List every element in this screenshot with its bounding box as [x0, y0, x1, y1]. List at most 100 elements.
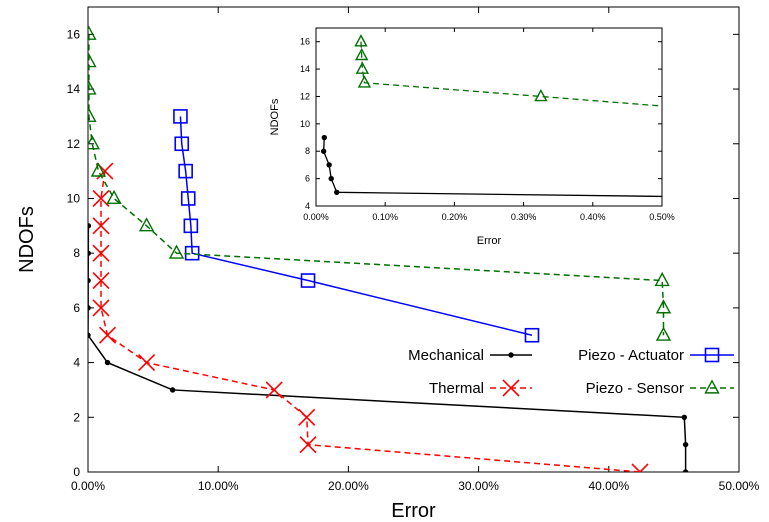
inset-x-axis-title: Error	[477, 235, 502, 247]
inset-y-tick-label: 14	[300, 64, 310, 74]
inset-x-tick-label: 0.00%	[303, 212, 329, 222]
main-point-piezo-actuator	[183, 218, 199, 234]
main-point-mechanical	[88, 305, 91, 311]
main-x-tick-label: 10.00%	[198, 479, 239, 493]
main-point-mechanical	[88, 277, 91, 284]
inset-point-mechanical	[326, 162, 332, 168]
main-point-mechanical	[88, 223, 92, 229]
main-point-piezo-actuator	[180, 191, 196, 206]
main-y-tick-label: 8	[73, 246, 80, 260]
main-point-piezo-actuator	[173, 109, 188, 124]
inset-point-mechanical	[320, 148, 327, 154]
main-point-mechanical	[169, 387, 176, 393]
legend: Mechanical Thermal Piezo - Actuator Piezo -…	[408, 347, 734, 397]
inset-point-piezo-sensor	[355, 61, 370, 74]
main-point-mechanical	[682, 469, 689, 472]
main-point-thermal	[92, 299, 110, 317]
legend-marker-thermal	[502, 379, 520, 397]
main-point-mechanical	[682, 441, 689, 448]
main-point-mechanical	[681, 414, 688, 420]
inset-point-piezo-sensor	[354, 47, 369, 61]
main-point-thermal	[265, 381, 283, 399]
main-point-piezo-actuator	[174, 136, 190, 152]
legend-marker-piezo-sensor	[704, 379, 720, 394]
main-y-tick-label: 4	[73, 356, 80, 370]
legend-label-mechanical: Mechanical	[408, 347, 484, 364]
main-point-thermal	[299, 436, 317, 454]
main-point-piezo-sensor	[655, 326, 672, 341]
main-point-thermal	[92, 189, 110, 208]
main-point-piezo-sensor	[654, 271, 670, 287]
inset-y-tick-label: 6	[305, 174, 310, 184]
inset-y-tick-label: 10	[300, 119, 310, 129]
inset-y-tick-label: 8	[305, 146, 310, 156]
main-point-piezo-sensor	[88, 25, 97, 40]
inset-y-tick-label: 16	[300, 37, 310, 47]
main-plot: 0.00% 10.00% 20.00% 30.00% 40.00% 50.00%02468…	[16, 6, 760, 522]
main-x-tick-label: 20.00%	[328, 479, 369, 493]
inset-point-mechanical	[334, 189, 340, 196]
main-point-thermal	[92, 217, 110, 235]
main-point-piezo-sensor	[655, 299, 672, 314]
inset-point-piezo-sensor	[357, 75, 372, 88]
main-series-line-piezo-actuator	[179, 116, 533, 336]
main-series-line-thermal	[100, 171, 641, 472]
main-point-piezo-sensor	[90, 162, 107, 177]
inset-y-tick-label: 4	[305, 201, 310, 211]
inset-x-tick-label: 0.40%	[580, 212, 606, 222]
main-series-line-mechanical	[88, 225, 687, 472]
main-point-thermal	[631, 463, 649, 472]
main-point-piezo-sensor	[106, 189, 122, 205]
main-point-piezo-actuator	[178, 163, 193, 179]
inset-x-tick-label: 0.50%	[649, 212, 675, 222]
inset-point-piezo-sensor	[534, 88, 548, 102]
main-y-tick-label: 12	[67, 137, 81, 151]
main-point-piezo-sensor	[138, 217, 155, 232]
legend-label-piezo-actuator: Piezo - Actuator	[578, 347, 684, 364]
legend-label-thermal: Thermal	[429, 380, 484, 397]
legend-marker-piezo-actuator	[704, 347, 720, 363]
main-point-thermal	[98, 326, 117, 344]
main-point-piezo-sensor	[88, 80, 97, 95]
inset-point-mechanical	[328, 175, 334, 182]
main-y-axis-title: NDOFs	[16, 206, 38, 273]
legend-marker-mechanical	[508, 352, 514, 358]
inset-series-area	[320, 34, 662, 198]
main-y-tick-label: 16	[67, 27, 81, 41]
main-x-tick-label: 30.00%	[458, 479, 499, 493]
inset-x-tick-label: 0.10%	[372, 212, 398, 222]
inset-y-tick-label: 12	[300, 91, 310, 101]
main-x-tick-label: 0.00%	[71, 479, 105, 493]
inset-point-piezo-sensor	[354, 34, 368, 47]
main-point-piezo-actuator	[524, 327, 540, 343]
inset-x-tick-label: 0.30%	[511, 212, 537, 222]
legend-label-piezo-sensor: Piezo - Sensor	[586, 380, 684, 397]
main-x-tick-label: 40.00%	[588, 479, 629, 493]
inset-plot: 0.00% 0.10% 0.20% 0.30% 0.40% 0.50% 4 6 8 10 12 14 1…	[269, 27, 675, 247]
main-point-thermal	[92, 244, 110, 262]
main-y-tick-label: 10	[67, 191, 81, 205]
inset-y-axis-title: NDOFs	[269, 98, 281, 135]
main-point-piezo-sensor	[88, 107, 97, 122]
main-point-mechanical	[104, 359, 111, 366]
main-series-area	[88, 25, 689, 472]
main-point-thermal	[92, 271, 110, 290]
main-point-mechanical	[88, 332, 91, 338]
main-point-piezo-sensor	[88, 135, 100, 150]
main-point-piezo-actuator	[300, 273, 316, 288]
inset-series-line-piezo-sensor	[360, 41, 662, 107]
inset-frame	[315, 27, 663, 207]
main-x-axis-title: Error	[391, 500, 436, 522]
main-y-tick-label: 6	[73, 301, 80, 315]
main-y-tick-label: 14	[67, 82, 81, 96]
inset-point-mechanical	[321, 134, 328, 141]
main-point-piezo-sensor	[88, 53, 97, 68]
main-point-thermal	[298, 408, 316, 426]
main-point-mechanical	[88, 250, 91, 256]
inset-x-tick-label: 0.20%	[442, 212, 468, 222]
main-y-tick-label: 0	[73, 465, 80, 479]
main-point-thermal	[138, 354, 156, 372]
main-x-tick-label: 50.00%	[719, 479, 760, 493]
main-point-piezo-sensor	[168, 244, 185, 259]
